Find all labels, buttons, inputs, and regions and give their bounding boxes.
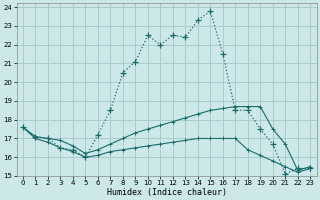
- X-axis label: Humidex (Indice chaleur): Humidex (Indice chaleur): [107, 188, 227, 197]
